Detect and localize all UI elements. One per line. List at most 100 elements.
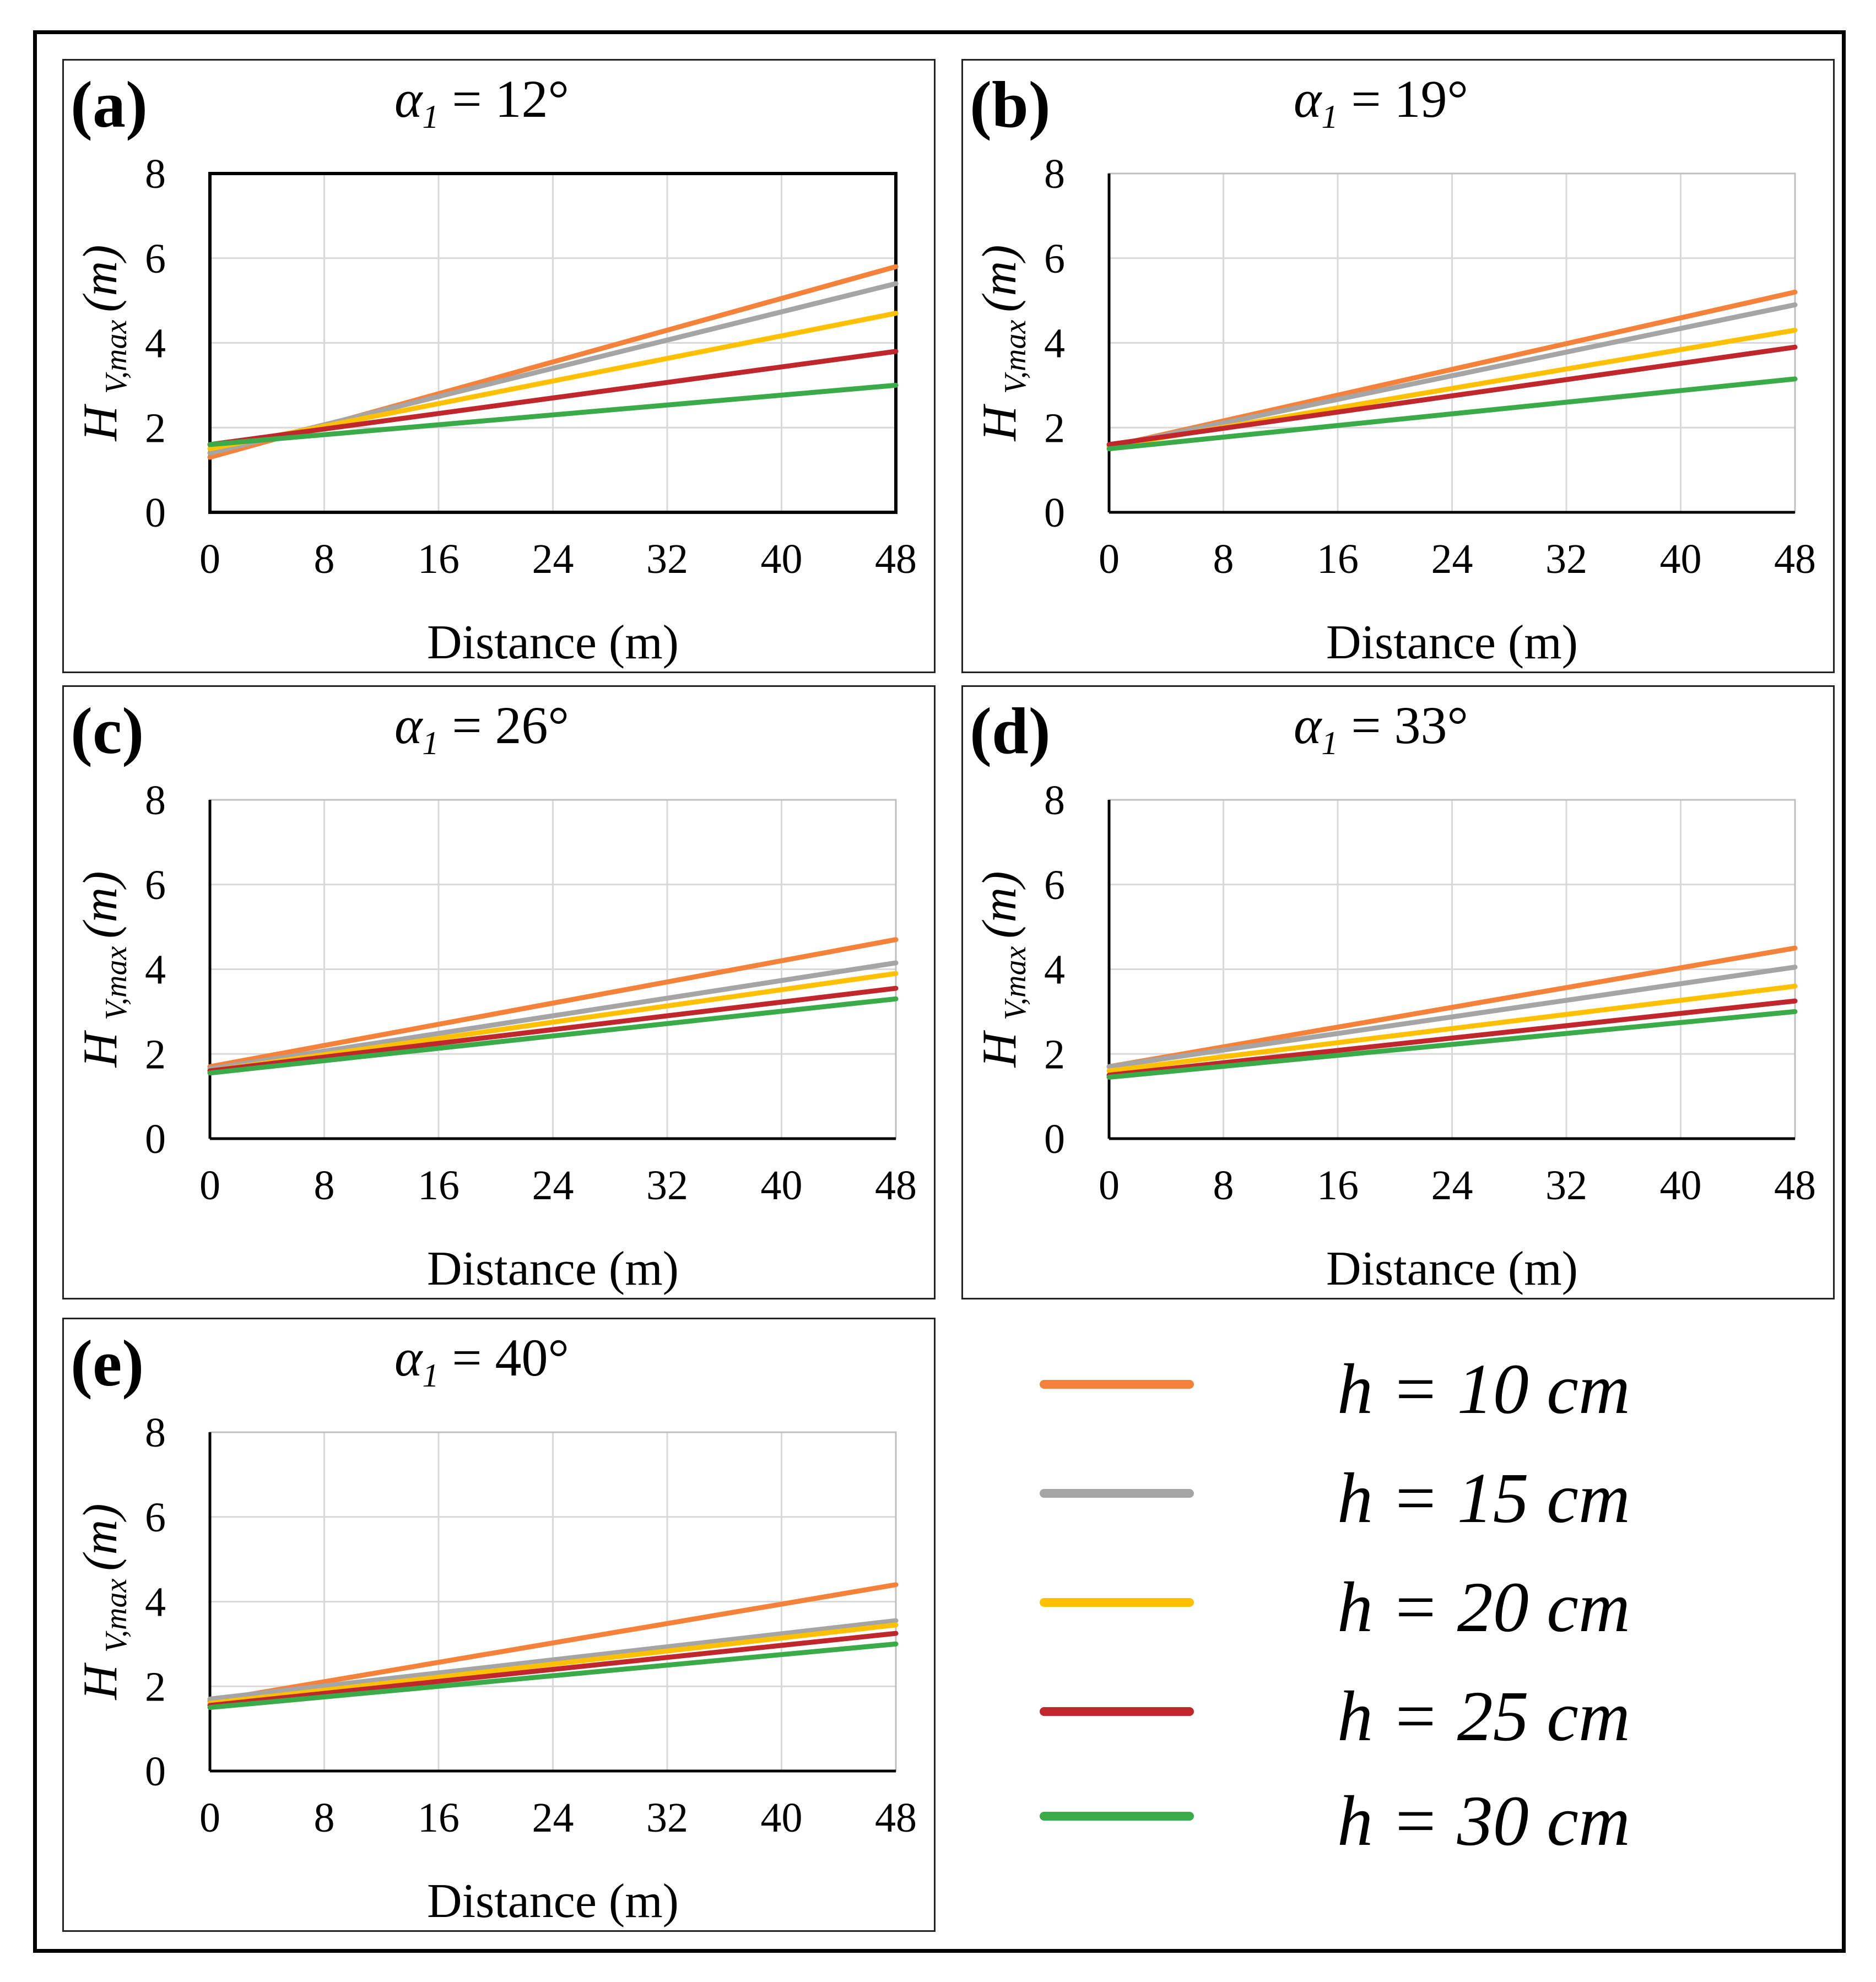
series-line bbox=[1106, 983, 1798, 1074]
x-tick-label: 32 bbox=[646, 1162, 688, 1209]
x-tick-label: 8 bbox=[1213, 1162, 1234, 1209]
x-tick-label: 24 bbox=[532, 1795, 574, 1841]
x-tick-label: 48 bbox=[1774, 536, 1816, 582]
y-tick-label: 8 bbox=[145, 151, 166, 197]
y-label-unit: (m) bbox=[973, 871, 1026, 938]
y-axis-label: H V,max (m) bbox=[74, 245, 133, 441]
x-tick-label: 32 bbox=[1545, 1162, 1587, 1209]
x-tick-label: 40 bbox=[1660, 1162, 1702, 1209]
y-tick-label: 8 bbox=[145, 1410, 166, 1456]
legend-label: h = 25 cm bbox=[1337, 1677, 1630, 1756]
panel-title: α1 = 19° bbox=[1294, 73, 1468, 134]
series-line bbox=[207, 1641, 899, 1710]
x-tick-label: 16 bbox=[418, 536, 459, 582]
panel-d: 0 8 16 24 32 40 48 0 2 4 6 8 Distance (m) H V,max (m)… bbox=[961, 685, 1835, 1299]
legend-swatch bbox=[1040, 1707, 1194, 1716]
title-var: α bbox=[394, 69, 423, 128]
series-line bbox=[207, 1622, 899, 1706]
x-tick-label: 40 bbox=[1660, 536, 1702, 582]
panel-label: (d) bbox=[970, 694, 1051, 767]
legend-item: h = 15 cm bbox=[1040, 1463, 1756, 1534]
x-tick-label: 40 bbox=[761, 1795, 803, 1841]
panel-label: (a) bbox=[71, 68, 148, 141]
panel-title: α1 = 33° bbox=[1294, 699, 1468, 760]
y-label-unit: (m) bbox=[74, 1503, 127, 1571]
y-axis-label: H V,max (m) bbox=[973, 245, 1032, 441]
x-tick-label: 0 bbox=[199, 1162, 220, 1209]
series-line bbox=[207, 1582, 899, 1704]
legend-label: h = 30 cm bbox=[1337, 1781, 1630, 1861]
y-tick-label: 6 bbox=[145, 1494, 166, 1541]
y-tick-label: 8 bbox=[1044, 777, 1065, 824]
x-tick-label: 40 bbox=[761, 536, 803, 582]
y-label-main: H bbox=[74, 394, 127, 442]
title-var: α bbox=[394, 1328, 423, 1387]
legend-swatch bbox=[1040, 1489, 1194, 1498]
series-line bbox=[207, 960, 899, 1071]
title-value: = 40° bbox=[439, 1328, 569, 1387]
y-tick-label: 2 bbox=[145, 405, 166, 451]
legend-label: h = 15 cm bbox=[1337, 1459, 1630, 1538]
y-tick-label: 4 bbox=[1044, 947, 1065, 993]
x-axis-label: Distance (m) bbox=[427, 1242, 679, 1296]
panel-title: α1 = 26° bbox=[394, 699, 569, 760]
series-line bbox=[207, 1618, 899, 1702]
y-label-sub: V,max bbox=[998, 312, 1032, 394]
title-sub: 1 bbox=[422, 99, 439, 136]
series-line bbox=[1106, 344, 1798, 447]
x-tick-label: 48 bbox=[1774, 1162, 1816, 1209]
y-tick-label: 4 bbox=[145, 321, 166, 367]
x-tick-label: 8 bbox=[314, 1162, 335, 1209]
x-tick-label: 16 bbox=[1317, 536, 1359, 582]
title-var: α bbox=[394, 696, 423, 755]
series-line bbox=[1106, 302, 1798, 450]
series-line bbox=[207, 1631, 899, 1708]
legend-swatch bbox=[1040, 1380, 1194, 1389]
series-line bbox=[207, 382, 899, 447]
series-line bbox=[207, 985, 899, 1074]
legend: h = 10 cm h = 15 cm h = 20 cm h = 25 cm … bbox=[1040, 1353, 1756, 1857]
series-line bbox=[1106, 945, 1798, 1069]
series-line bbox=[1106, 376, 1798, 452]
y-tick-label: 2 bbox=[145, 1664, 166, 1710]
panel-title: α1 = 12° bbox=[394, 73, 569, 136]
y-tick-label: 8 bbox=[145, 777, 166, 824]
y-tick-label: 0 bbox=[1044, 1116, 1065, 1162]
title-sub: 1 bbox=[1321, 725, 1338, 762]
y-tick-label: 4 bbox=[145, 947, 166, 993]
title-sub: 1 bbox=[422, 725, 439, 762]
y-tick-label: 8 bbox=[1044, 151, 1065, 197]
y-label-unit: (m) bbox=[74, 245, 127, 312]
x-tick-label: 24 bbox=[532, 536, 574, 582]
x-tick-label: 16 bbox=[418, 1162, 459, 1209]
x-tick-label: 32 bbox=[646, 1795, 688, 1841]
title-var: α bbox=[1294, 69, 1322, 128]
y-label-unit: (m) bbox=[74, 871, 127, 938]
panel-c: 0 8 16 24 32 40 48 0 2 4 6 8 Distance (m) H V,max (m)… bbox=[62, 685, 936, 1299]
y-label-main: H bbox=[74, 1020, 127, 1068]
y-tick-label: 2 bbox=[145, 1031, 166, 1077]
y-tick-label: 6 bbox=[145, 862, 166, 908]
legend-item: h = 30 cm bbox=[1040, 1785, 1756, 1857]
y-tick-label: 6 bbox=[145, 236, 166, 282]
y-label-unit: (m) bbox=[973, 245, 1026, 312]
panel-title: α1 = 40° bbox=[394, 1328, 569, 1393]
y-label-main: H bbox=[973, 394, 1026, 442]
y-tick-label: 0 bbox=[145, 490, 166, 536]
title-value: = 19° bbox=[1338, 69, 1468, 128]
legend-item: h = 20 cm bbox=[1040, 1572, 1756, 1643]
y-axis-label: H V,max (m) bbox=[74, 871, 133, 1068]
x-tick-label: 0 bbox=[1099, 1162, 1120, 1209]
y-label-sub: V,max bbox=[99, 1571, 133, 1653]
panel-e: 0 8 16 24 32 40 48 0 2 4 6 8 Distance (m) H V,max (m)… bbox=[62, 1318, 936, 1932]
x-tick-label: 48 bbox=[875, 1162, 917, 1209]
x-tick-label: 0 bbox=[1099, 536, 1120, 582]
y-label-main: H bbox=[74, 1653, 127, 1701]
legend-swatch bbox=[1040, 1812, 1194, 1821]
y-label-sub: V,max bbox=[99, 939, 133, 1020]
y-tick-label: 4 bbox=[145, 1579, 166, 1626]
y-label-sub: V,max bbox=[998, 939, 1032, 1020]
